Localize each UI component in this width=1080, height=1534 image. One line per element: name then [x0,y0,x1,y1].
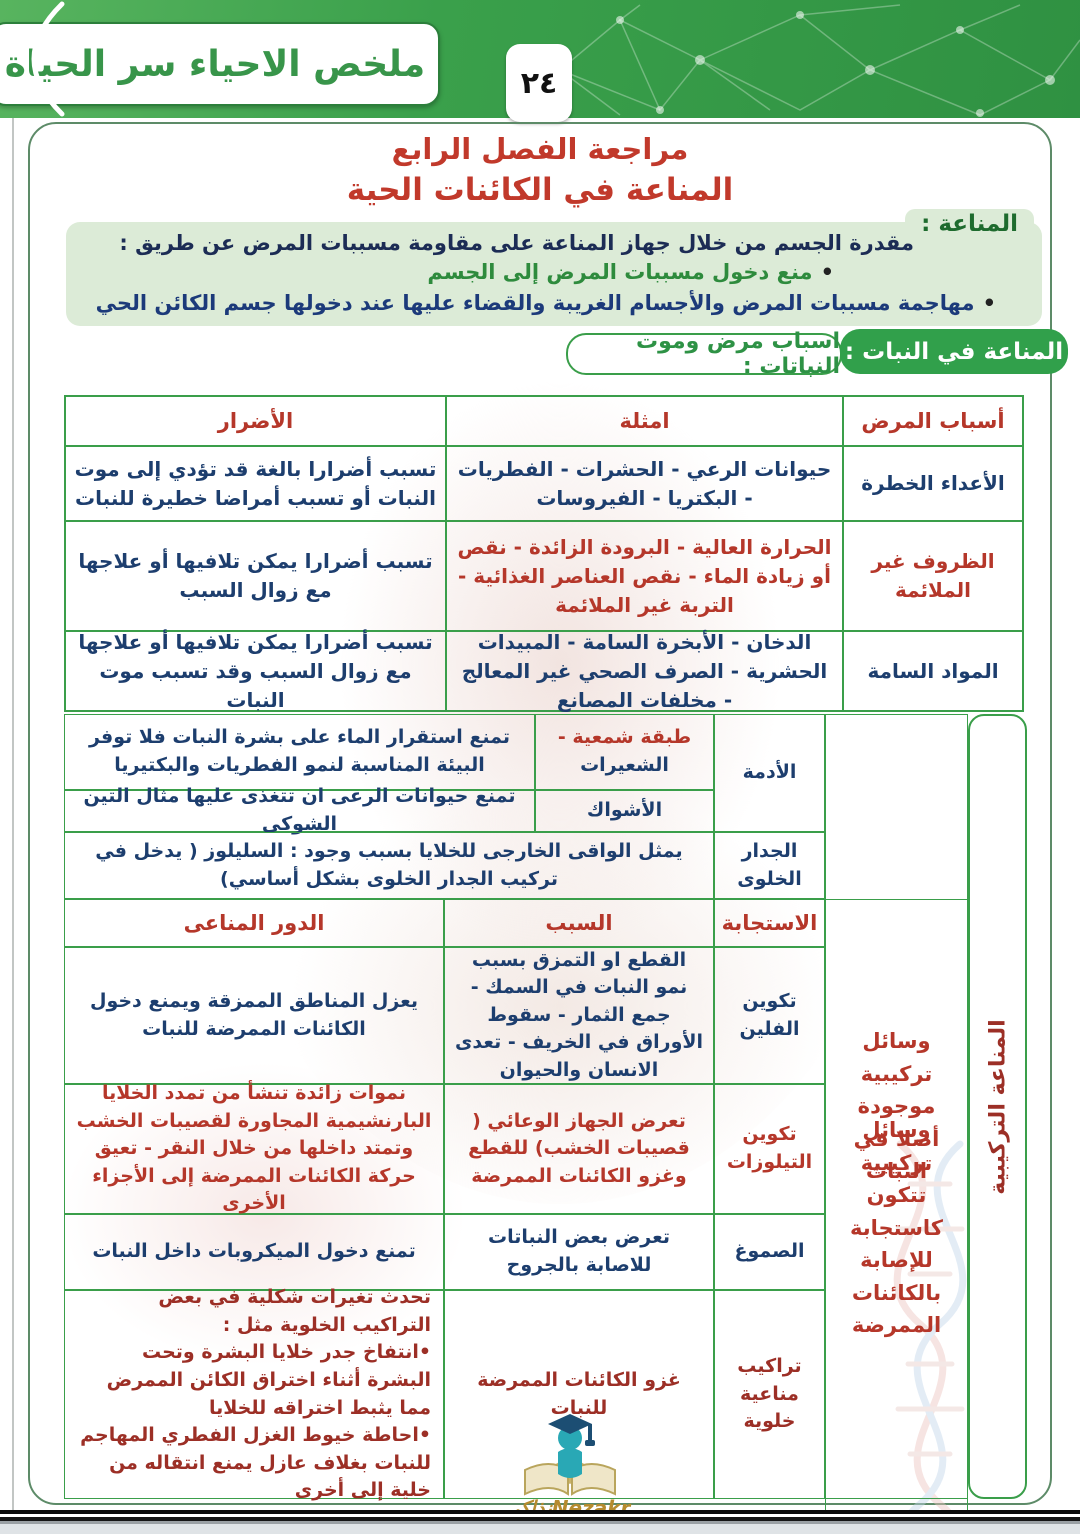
top-banner: ملخص الاحياء سر الحياة ٢٤ [0,0,1080,122]
immunity-label: المناعة : [905,209,1034,237]
structure-name-cell: الجدار الخلوى [714,832,825,899]
bottom-margin [0,1524,1080,1534]
immunity-definition-box: المناعة : مقدرة الجسم من خلال جهاز المنا… [66,209,1042,326]
plant-immunity-label: المناعة في النبات : [840,329,1068,374]
page-number-tab: ٢٤ [506,44,572,122]
table-row-cell: تكوين التيلوزات [714,1084,825,1214]
existing-structures-grid: الأدمة طبقة شمعية - الشعيرات تمنع استقرا… [64,714,825,899]
table-row-cell: تسبب أضرارا بالغة قد تؤدي إلى موت النبات… [65,446,446,521]
table-row-cell: تمنع دخول الميكروبات داخل النبات [64,1214,444,1290]
table-row-cell: تسبب أضرارا يمكن تلافيها أو علاجها مع زو… [65,521,446,631]
immunity-intro: مقدرة الجسم من خلال جهاز المناعة على مقا… [119,231,914,255]
response-structures-grid: الاستجابة السبب الدور المناعى تكوين الفل… [64,899,825,1501]
table-row-cell: غزو الكائنات الممرضة للنبات [444,1290,714,1499]
structure-function-cell: تمنع استقرار الماء على بشرة النبات فلا ت… [64,714,535,790]
col-header-cause: السبب [444,899,714,947]
table-row-cell: تحدث تغيرات شكلية في بعض التراكيب الخلوي… [64,1286,444,1501]
brand-title: ملخص الاحياء سر الحياة [4,43,426,85]
col-header-role: الدور المناعى [64,899,444,947]
structural-immunity-table: الأدمة طبقة شمعية - الشعيرات تمنع استقرا… [64,714,1027,1534]
left-edge-rule [12,118,14,1518]
table-row-cell: تعرض بعض النباتات للاصابة بالجروح [444,1214,714,1290]
category-response: وسائل تركيبية تتكون كاستجابة للإصابة بال… [825,899,968,1534]
plant-disease-causes-label: اسباب مرض وموت النباتات : [566,329,842,379]
col-header-cause: أسباب المرض [843,396,1023,446]
table-row-cell: حيوانات الرعي - الحشرات - الفطريات - الب… [446,446,843,521]
causes-table: أسباب المرض امثلة الأضرار الأعداء الخطرة… [64,395,1024,712]
page-number: ٢٤ [520,65,558,101]
structure-function-cell: يمثل الواقى الخارجى للخلايا بسبب وجود : … [64,832,714,899]
col-header-response: الاستجابة [714,899,825,947]
immunity-bullet-2: •مهاجمة مسببات المرض والأجسام الغريبة وا… [95,290,996,315]
table-row-cell: تسبب أضرارا يمكن تلافيها أو علاجها مع زو… [65,630,446,712]
table-row-cell: تكوين الفلين [714,947,825,1084]
bullet-dot-icon: • [820,260,834,285]
parenthesis-decoration [31,1,65,117]
structure-name-cell: الأشواك [535,790,714,832]
content-frame: مراجعة الفصل الرابع المناعة في الكائنات … [28,122,1068,1534]
structure-name-cell: الأدمة [714,714,825,832]
table-row-cell: المواد السامة [843,631,1023,711]
table-row-cell: القطع او التمزق بسبب نمو النبات في السمك… [444,947,714,1084]
table-row-cell: نموات زائدة تنشأ من تمدد الخلايا البارنش… [64,1082,444,1214]
table-row-cell: يعزل المناطق الممزقة ويمنع دخول الكائنات… [64,947,444,1084]
bottom-divider-bar [0,1510,1080,1524]
nezakr-logo-icon [485,1408,655,1504]
structure-parts-cell: طبقة شمعية - الشعيرات [535,714,714,790]
table-row-cell: تراكيب مناعية خلوية [714,1290,825,1499]
category-column: وسائل تركيبية موجودة أصلا في النبات وسائ… [825,714,968,1534]
table-row-cell: تعرض الجهاز الوعائي ( قصيبات الخشب) للقط… [444,1084,714,1214]
col-header-examples: امثلة [446,396,843,446]
table-row-cell: الدخان - الأبخرة السامة - المبيدات الحشر… [446,630,843,712]
immunity-bullet-1: •منع دخول مسببات المرض إلى الجسم [427,260,834,285]
structure-function-cell: تمنع حيوانات الرعى ان تتغذى عليها مثال ا… [64,785,535,835]
table-row-cell: الصموغ [714,1214,825,1290]
structural-immunity-strip: المناعة التركيبية [968,714,1027,1499]
table-row-cell: الحرارة العالية - البرودة الزائدة - نقص … [446,521,843,631]
bullet-dot-icon: • [982,290,996,315]
review-title: مراجعة الفصل الرابع [391,132,689,166]
brand-box: ملخص الاحياء سر الحياة [0,22,440,106]
table-row-cell: الأعداء الخطرة [843,446,1023,521]
chapter-title: المناعة في الكائنات الحية [346,172,734,208]
col-header-damages: الأضرار [65,396,446,446]
table-row-cell: الظروف غير الملائمة [843,521,1023,631]
structural-immunity-vertical-label: المناعة التركيبية [985,1018,1010,1195]
